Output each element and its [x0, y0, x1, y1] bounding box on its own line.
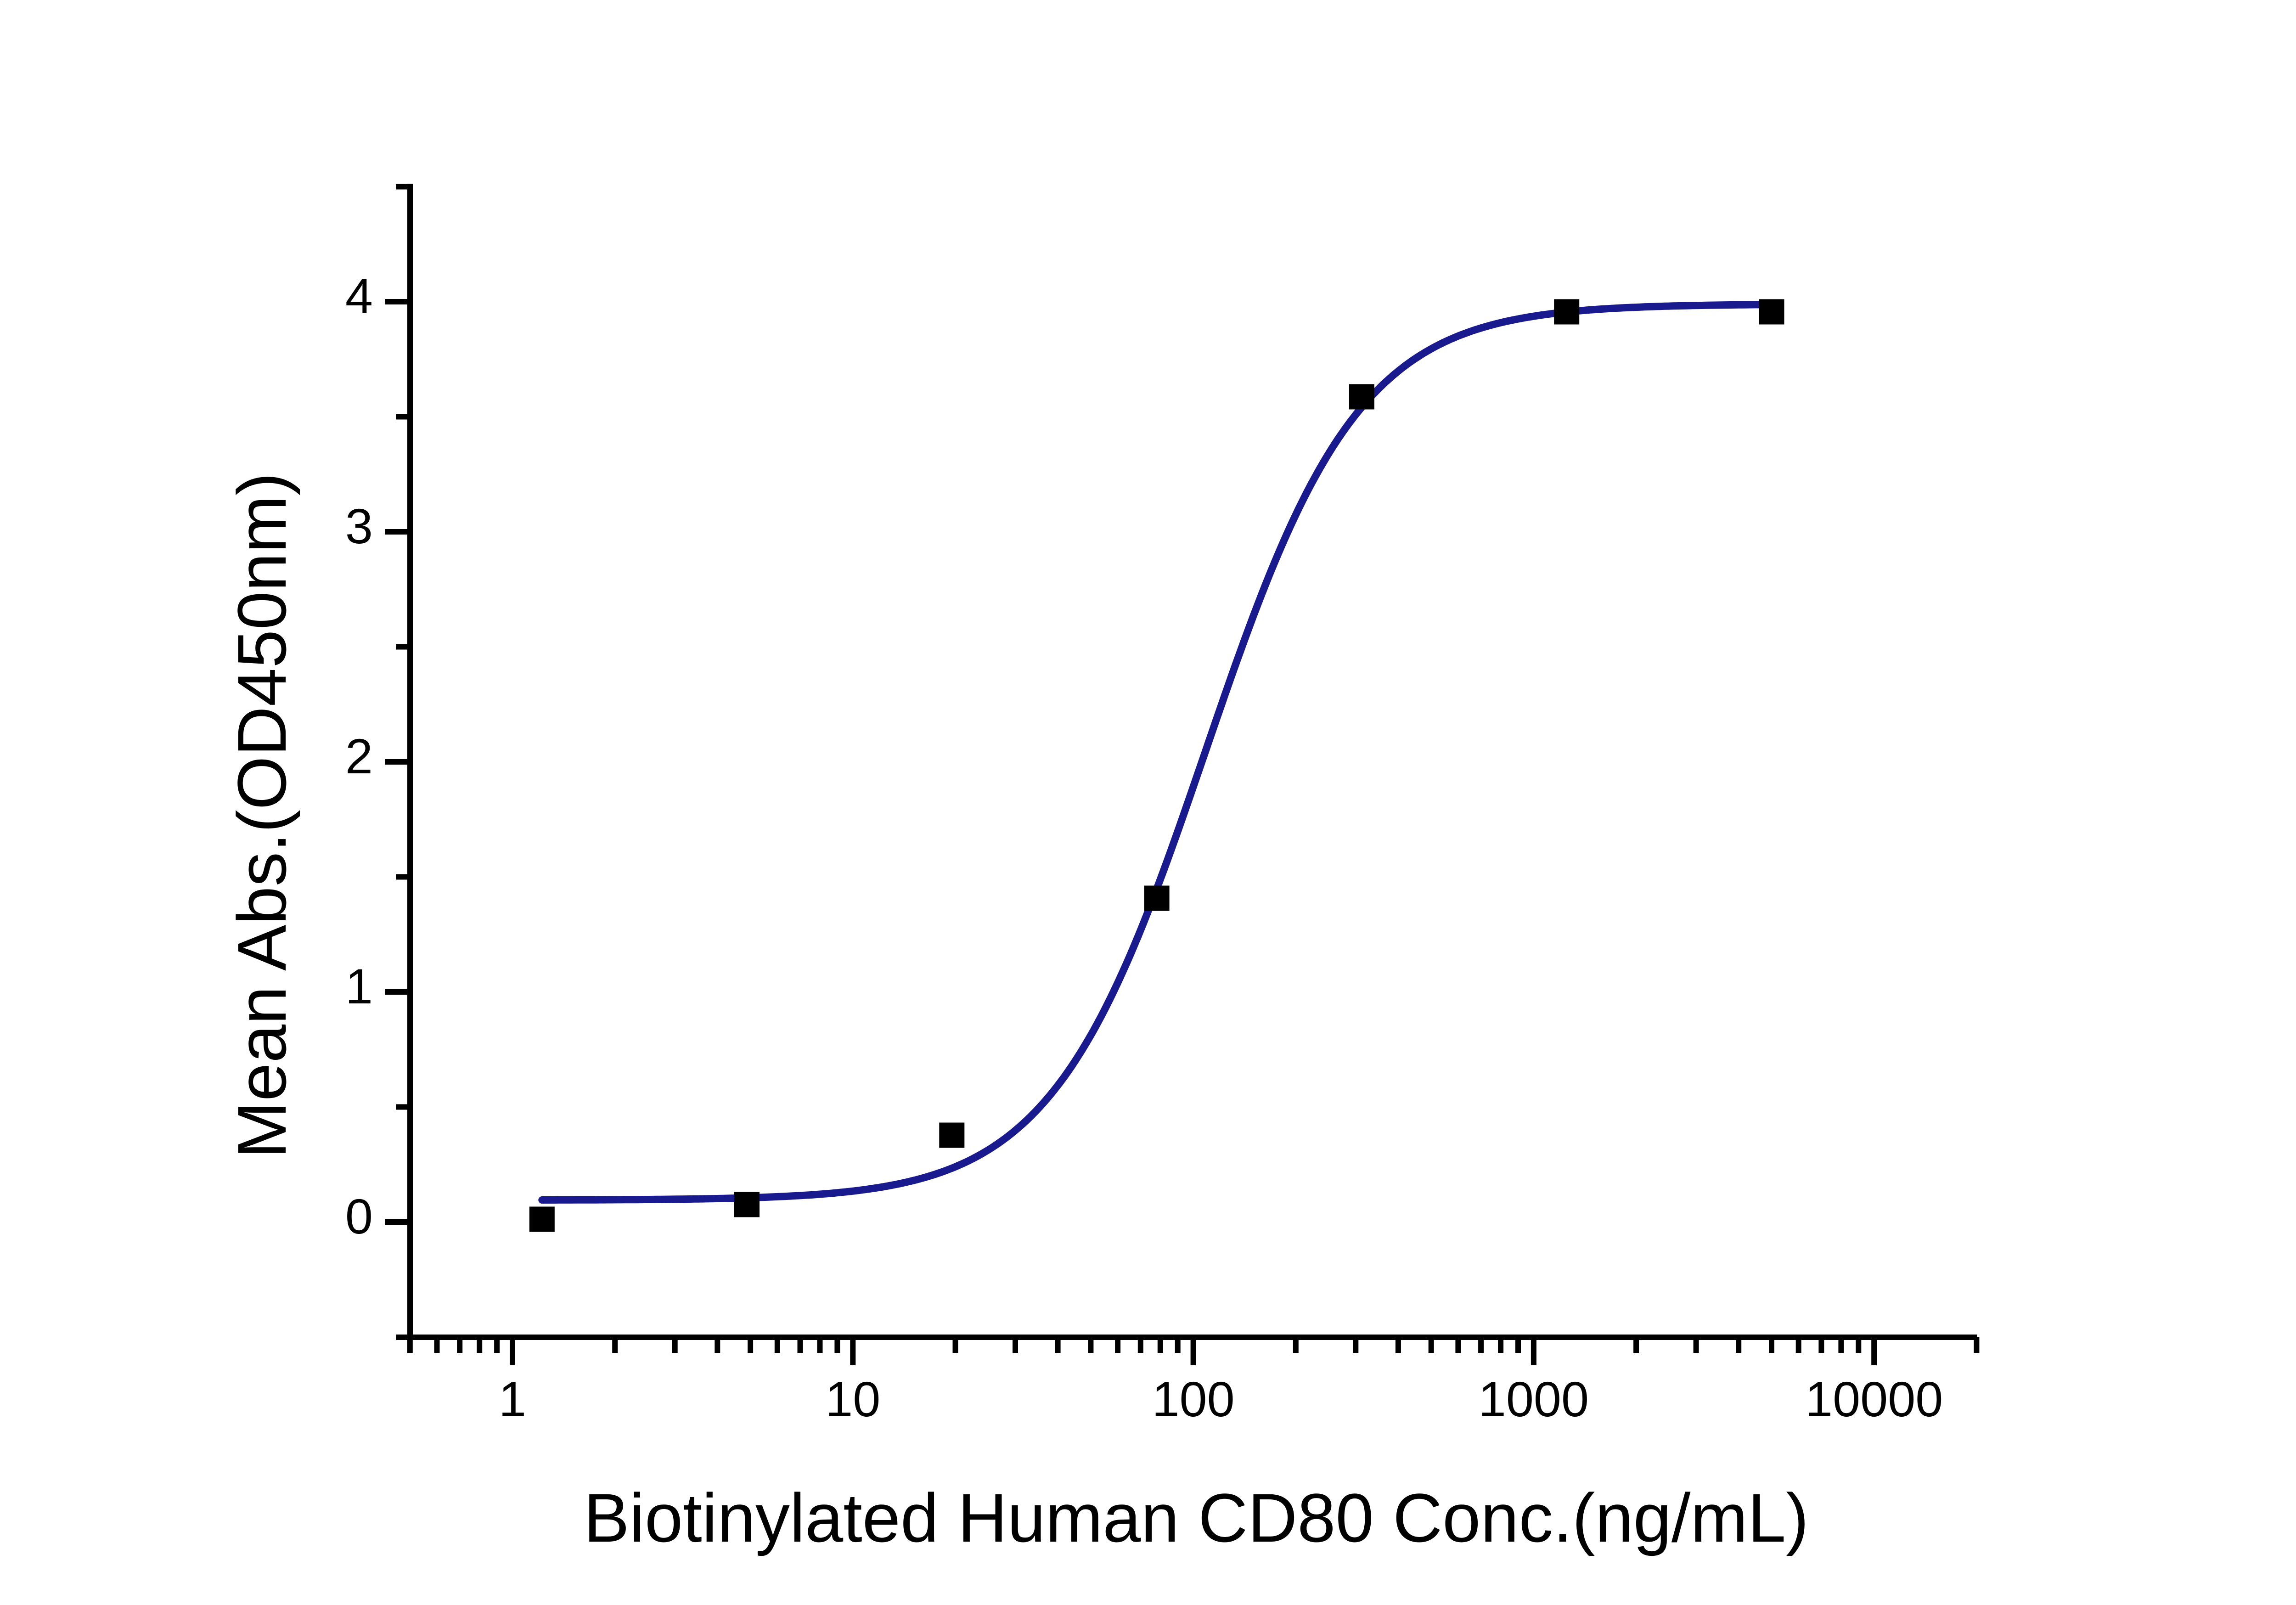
- svg-text:10000: 10000: [1805, 1371, 1943, 1427]
- svg-text:1: 1: [499, 1371, 526, 1427]
- svg-text:2: 2: [345, 728, 373, 784]
- svg-text:1: 1: [345, 958, 373, 1014]
- svg-text:0: 0: [345, 1188, 373, 1244]
- svg-text:Biotinylated Human CD80 Conc.(: Biotinylated Human CD80 Conc.(ng/mL): [584, 1479, 1809, 1556]
- svg-text:3: 3: [345, 498, 373, 554]
- svg-text:Mean Abs.(OD450nm): Mean Abs.(OD450nm): [223, 473, 300, 1159]
- svg-text:100: 100: [1152, 1371, 1234, 1427]
- svg-text:1000: 1000: [1479, 1371, 1589, 1427]
- svg-text:10: 10: [825, 1371, 880, 1427]
- svg-text:4: 4: [345, 268, 373, 324]
